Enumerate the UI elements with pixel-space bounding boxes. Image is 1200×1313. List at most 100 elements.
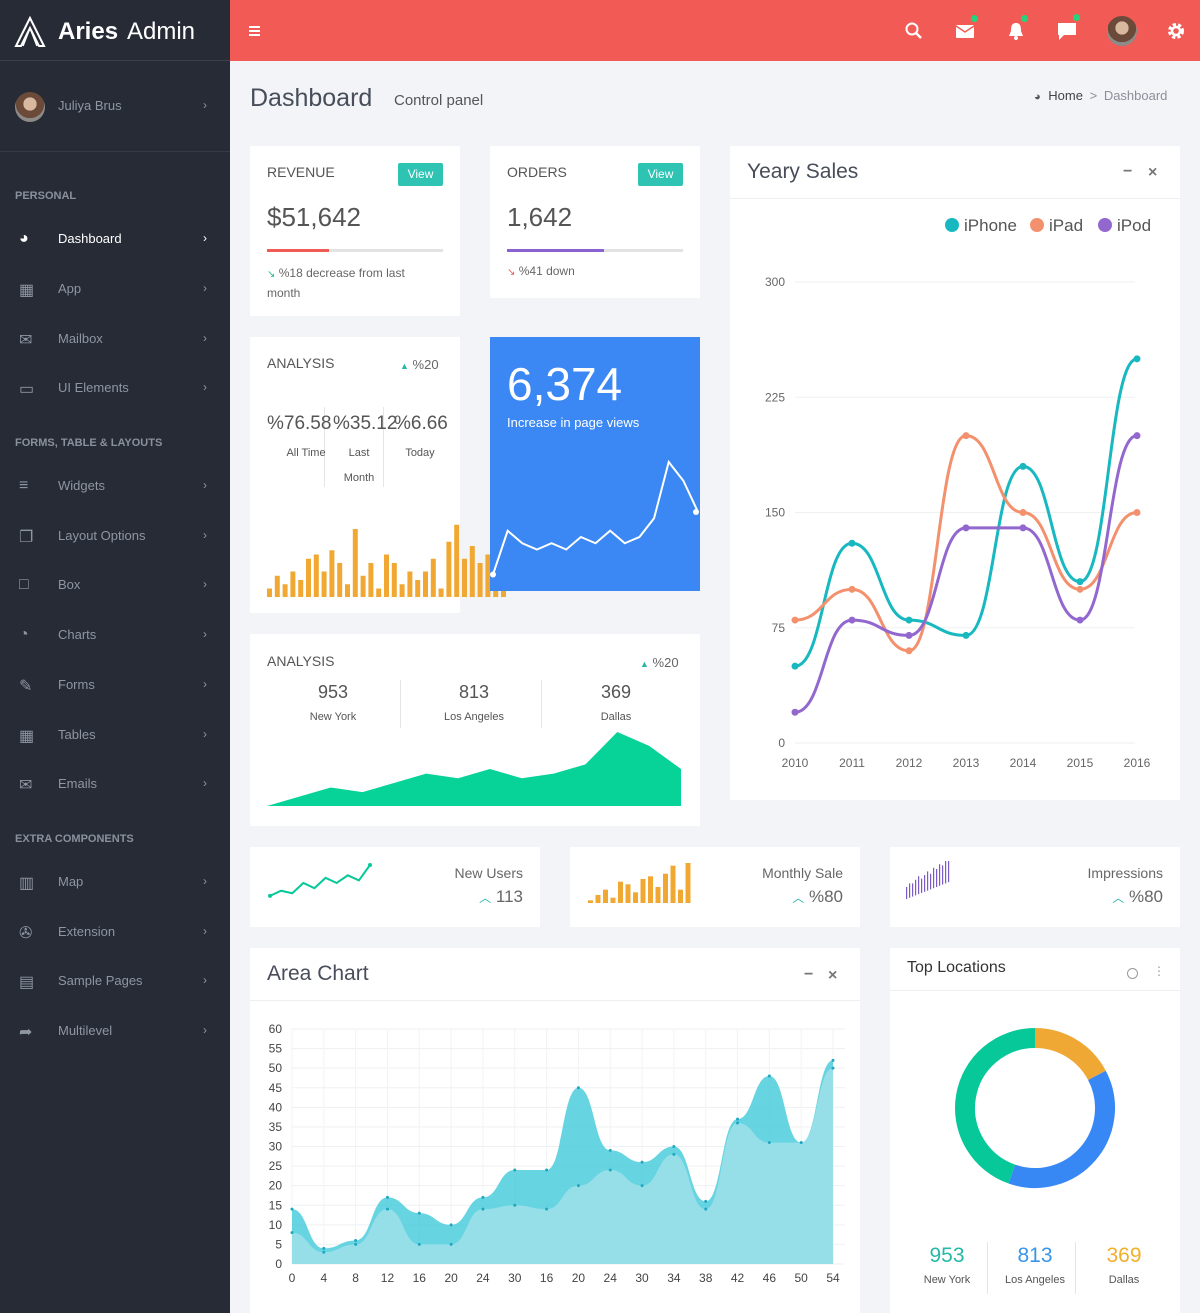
data-point — [385, 1207, 389, 1211]
close-icon[interactable]: × — [828, 967, 838, 984]
sparkline — [269, 864, 371, 897]
sidebar-item-box[interactable]: □ Box › — [0, 565, 230, 605]
data-point — [962, 631, 970, 639]
orders-card: ORDERS View 1,642 ↘ %41 down — [490, 146, 700, 298]
chat-icon[interactable] — [1056, 20, 1078, 42]
bar — [603, 889, 608, 903]
minimize-icon[interactable]: − — [1123, 163, 1133, 180]
pie-icon: ◔ — [19, 626, 29, 643]
minimize-icon[interactable]: − — [804, 966, 814, 983]
bar — [618, 881, 623, 903]
area-fill — [267, 732, 681, 806]
donut-slice-dallas — [1034, 1028, 1106, 1081]
mail-badge — [971, 15, 978, 22]
refresh-icon[interactable] — [1127, 968, 1138, 979]
chevron-right-icon: › — [203, 874, 207, 888]
data-point — [831, 1058, 835, 1062]
impressions-value: ︿ %80 — [1112, 887, 1163, 906]
bar — [438, 588, 444, 597]
sidebar-item-dashboard[interactable]: ◕ Dashboard › — [0, 219, 230, 259]
top-header — [230, 0, 1200, 61]
bell-icon[interactable] — [1005, 20, 1027, 42]
y-tick-label: 35 — [269, 1120, 283, 1134]
chevron-right-icon: › — [203, 528, 207, 542]
sidebar-item-ui-elements[interactable]: ▭ UI Elements › — [0, 368, 230, 408]
brand-logo[interactable]: Aries Admin — [0, 0, 230, 61]
square-icon: □ — [19, 576, 29, 593]
avatar[interactable] — [1107, 16, 1137, 46]
location-value: 953 — [929, 1244, 965, 1267]
stat-value: %35.12 — [333, 413, 398, 434]
sidebar-item-widgets[interactable]: ≡ Widgets › — [0, 466, 230, 506]
data-point — [791, 616, 799, 624]
revenue-view-button[interactable]: View — [398, 163, 443, 186]
x-tick-label: 24 — [476, 1271, 490, 1285]
section-personal: PERSONAL — [15, 190, 77, 202]
bar — [685, 863, 691, 903]
sidebar-item-map[interactable]: ▥ Map › — [0, 862, 230, 902]
sidebar-item-label: Mailbox — [58, 331, 103, 346]
stat-label: All Time — [286, 447, 326, 459]
x-tick-label: 2012 — [896, 756, 923, 770]
line-point — [490, 571, 496, 578]
data-point — [831, 1066, 835, 1070]
y-tick-label: 75 — [772, 621, 786, 635]
bar — [485, 554, 491, 597]
bar — [337, 563, 343, 597]
sidebar-item-label: Tables — [58, 727, 96, 742]
close-icon[interactable]: × — [1148, 164, 1158, 181]
sidebar-item-mailbox[interactable]: ✉ Mailbox › — [0, 319, 230, 359]
section-forms: FORMS, TABLE & LAYOUTS — [15, 437, 163, 449]
donut-slice-los-angeles — [1008, 1070, 1115, 1188]
sidebar-item-label: Box — [58, 577, 81, 592]
menu-icon[interactable] — [248, 24, 262, 38]
orders-view-button[interactable]: View — [638, 163, 683, 186]
x-tick-label: 20 — [444, 1271, 458, 1285]
mail-icon[interactable] — [954, 20, 976, 42]
stat-value: 813 — [458, 682, 490, 702]
page-views-line — [492, 459, 699, 575]
area-series — [292, 1068, 833, 1264]
bar — [948, 861, 950, 883]
search-icon[interactable] — [903, 20, 925, 42]
sidebar-item-multilevel[interactable]: ➦ Multilevel › — [0, 1011, 230, 1051]
sidebar-item-extension[interactable]: ✇ Extension › — [0, 912, 230, 952]
sidebar-item-label: Layout Options — [58, 528, 146, 543]
data-point — [962, 432, 970, 440]
bar — [298, 580, 304, 597]
user-panel[interactable]: Juliya Brus › — [0, 76, 230, 136]
data-point — [513, 1168, 517, 1172]
bar — [595, 895, 601, 903]
sidebar-item-tables[interactable]: ▦ Tables › — [0, 715, 230, 755]
y-tick-label: 225 — [765, 390, 785, 404]
envelope-icon: ✉ — [19, 332, 33, 349]
breadcrumb-home[interactable]: Home — [1048, 88, 1083, 103]
gear-icon[interactable] — [1165, 20, 1187, 42]
sidebar-item-label: Forms — [58, 677, 95, 692]
data-point — [767, 1074, 771, 1078]
logo-icon — [14, 16, 46, 47]
files-icon: ❐ — [19, 529, 34, 546]
bar — [918, 876, 920, 895]
bar — [352, 529, 358, 597]
more-vertical-icon[interactable]: ⋮ — [1153, 964, 1165, 978]
bar — [912, 883, 914, 897]
dashboard-icon: ◕ — [1034, 91, 1041, 103]
sidebar-item-forms[interactable]: ✎ Forms › — [0, 665, 230, 705]
divider — [1075, 1242, 1076, 1294]
yearly-sales-card: Yeary Sales − × 0 75 150 225 300 2010 2011 2012… — [730, 146, 1180, 800]
sidebar-item-sample-pages[interactable]: ▤ Sample Pages › — [0, 961, 230, 1001]
x-tick-label: 16 — [413, 1271, 427, 1285]
sidebar-item-emails[interactable]: ✉ Emails › — [0, 764, 230, 804]
stat-label: Today — [405, 447, 435, 459]
sidebar-item-charts[interactable]: ◔ Charts › — [0, 615, 230, 655]
sidebar-item-layout-options[interactable]: ❐ Layout Options › — [0, 516, 230, 556]
legend-swatch — [945, 218, 959, 232]
sidebar-item-label: Charts — [58, 627, 97, 642]
bar — [625, 884, 631, 903]
bar — [313, 554, 319, 597]
bar — [446, 541, 452, 597]
file-icon: ▤ — [19, 974, 35, 991]
y-tick-label: 45 — [269, 1081, 283, 1095]
sidebar-item-app[interactable]: ▦ App › — [0, 269, 230, 309]
